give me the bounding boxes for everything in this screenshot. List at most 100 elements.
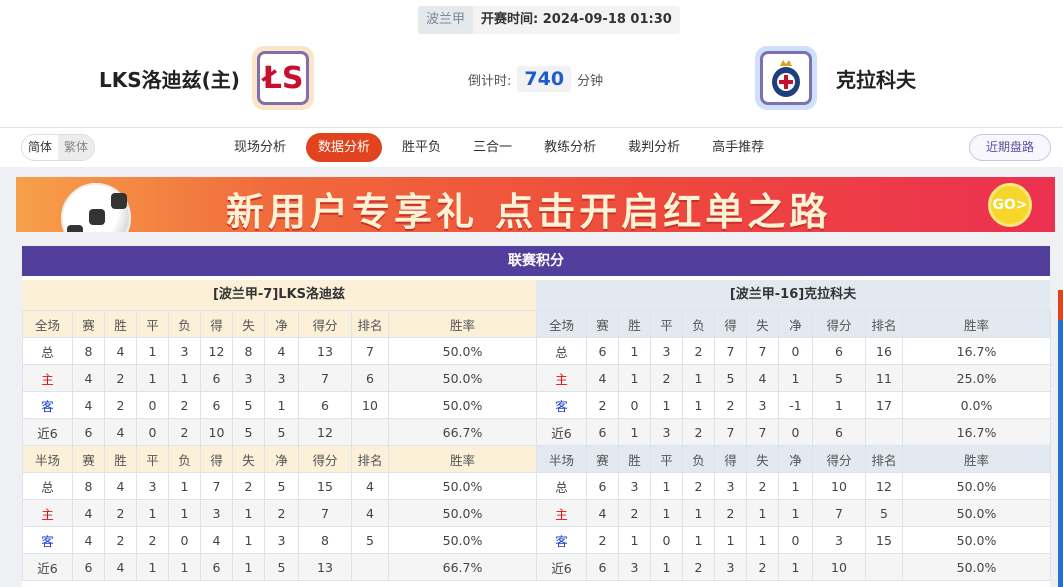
cell: 5: [714, 364, 747, 392]
tab-0[interactable]: 现场分析: [234, 140, 287, 155]
column-header: 赛: [586, 310, 619, 338]
cell: 8: [298, 526, 352, 554]
cell: 3: [264, 526, 299, 554]
section-label: 半场: [536, 445, 587, 473]
cell: 50.0%: [902, 526, 1051, 554]
cell: 5: [351, 526, 389, 554]
cell: 0: [778, 418, 813, 446]
tab-6[interactable]: 高手推荐: [712, 140, 765, 155]
column-header: 得分: [298, 445, 352, 473]
cell: 50.0%: [388, 499, 537, 527]
team-standing-title[interactable]: [波兰甲-7]LKS洛迪兹: [22, 280, 536, 310]
football-icon: [61, 183, 131, 232]
tab-2[interactable]: 胜平负: [402, 140, 442, 155]
cell: 4: [72, 391, 105, 419]
cell: 2: [104, 499, 137, 527]
side-toolbar[interactable]: [1058, 290, 1063, 587]
lang-traditional[interactable]: 繁体: [58, 135, 95, 160]
cell: 1: [168, 499, 201, 527]
table-row: 主 4 1 2 1 5 4 1 5 11 25.0%: [536, 364, 1051, 392]
cell: 7: [714, 337, 747, 365]
cell: 2: [104, 526, 137, 554]
cell: 3: [650, 337, 683, 365]
home-team-name[interactable]: LKS洛迪兹(主): [99, 68, 240, 92]
home-team-logo[interactable]: ŁS: [252, 46, 314, 110]
cell: 3: [650, 418, 683, 446]
cell: 12: [298, 418, 352, 446]
section-label: 半场: [22, 445, 73, 473]
tab-5[interactable]: 裁判分析: [628, 140, 681, 155]
column-header: 负: [168, 310, 201, 338]
column-header: 赛: [586, 445, 619, 473]
match-meta: 波兰甲 开赛时间: 2024-09-18 01:30: [418, 6, 680, 34]
header-row: 全场赛胜平负得失净得分 排名 胜率: [22, 310, 537, 338]
cell: 4: [200, 526, 233, 554]
cell: 16.7%: [902, 418, 1051, 446]
cell: 3: [136, 472, 169, 500]
row-label: 总: [536, 472, 587, 500]
section-label: 全场: [22, 310, 73, 338]
team-standing-title[interactable]: [波兰甲-16]克拉科夫: [536, 280, 1050, 310]
cell: 5: [865, 499, 903, 527]
cell: [865, 553, 903, 581]
cell: [865, 418, 903, 446]
cell: 1: [746, 499, 779, 527]
cell: 13: [298, 337, 352, 365]
cell: 4: [264, 337, 299, 365]
cell: 7: [746, 418, 779, 446]
column-header: 净: [264, 445, 299, 473]
cell: 7: [746, 337, 779, 365]
cell: 16: [865, 337, 903, 365]
cell: 1: [812, 391, 866, 419]
row-label: 总: [536, 337, 587, 365]
language-toggle[interactable]: 简体 繁体: [21, 134, 96, 161]
table-row: 客 2 1 0 1 1 1 0 3 15 50.0%: [536, 526, 1051, 554]
cell: 3: [714, 553, 747, 581]
tab-3[interactable]: 三合一: [473, 140, 513, 155]
cell: 0: [136, 391, 169, 419]
cell: 6: [812, 418, 866, 446]
cell: 6: [72, 553, 105, 581]
cell: [351, 553, 389, 581]
cell: 12: [200, 337, 233, 365]
cell: 10: [200, 418, 233, 446]
countdown-unit: 分钟: [577, 73, 604, 89]
header-row: 半场赛胜平负得失净得分 排名 胜率: [22, 445, 537, 473]
row-label: 主: [22, 499, 73, 527]
lang-simplified[interactable]: 简体: [28, 140, 53, 154]
cell: 1: [618, 337, 651, 365]
away-team-name[interactable]: 克拉科夫: [836, 68, 916, 92]
tab-1[interactable]: 数据分析: [306, 133, 383, 162]
tab-4[interactable]: 教练分析: [544, 140, 597, 155]
cell: 50.0%: [388, 364, 537, 392]
column-header: 得: [714, 445, 747, 473]
row-label: 主: [536, 499, 587, 527]
cell: 4: [104, 418, 137, 446]
column-header: 得: [714, 310, 747, 338]
away-standings: [波兰甲-16]克拉科夫 全场赛胜平负得失净得分 排名 胜率总 6 1 3 2 7 7 0 6 16 16…: [536, 280, 1051, 581]
cell: 1: [136, 337, 169, 365]
column-header: 失: [746, 445, 779, 473]
cell: 2: [650, 364, 683, 392]
away-team-logo[interactable]: [755, 46, 817, 110]
table-row: 总 6 1 3 2 7 7 0 6 16 16.7%: [536, 337, 1051, 365]
column-header: 负: [682, 310, 715, 338]
promo-banner[interactable]: 新用户专享礼 点击开启红单之路 GO>: [16, 177, 1055, 232]
row-label: 近6: [536, 553, 587, 581]
cell: 7: [200, 472, 233, 500]
cell: 1: [682, 526, 715, 554]
cell: 3: [168, 337, 201, 365]
cell: 66.7%: [388, 553, 537, 581]
go-coin-icon[interactable]: GO>: [988, 183, 1032, 227]
cell: 5: [232, 391, 265, 419]
cell: 3: [232, 364, 265, 392]
cell: 3: [746, 391, 779, 419]
league-badge[interactable]: 波兰甲: [418, 6, 474, 34]
cell: 0: [778, 337, 813, 365]
column-header: 胜率: [902, 310, 1051, 338]
cell: 0: [778, 526, 813, 554]
recent-handicap-button[interactable]: 近期盘路: [969, 134, 1051, 161]
table-row: 主 4 2 1 1 6 3 3 7 6 50.0%: [22, 364, 537, 392]
cell: 8: [232, 337, 265, 365]
cell: 6: [72, 418, 105, 446]
